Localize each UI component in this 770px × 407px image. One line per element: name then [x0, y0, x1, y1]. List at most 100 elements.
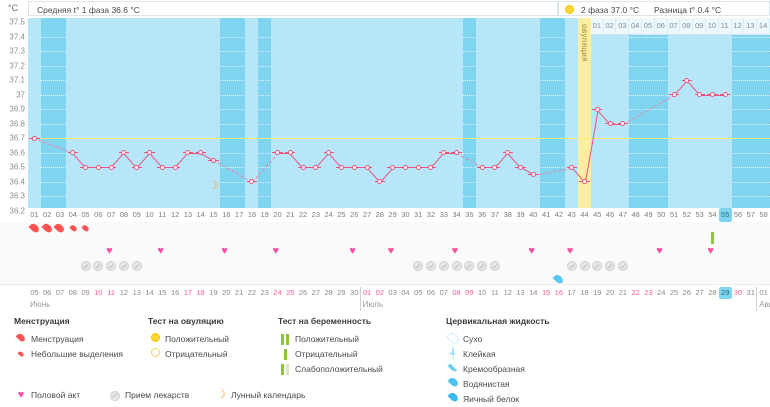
cycle-day-label[interactable]: 55 [718, 208, 732, 222]
cycle-day-label[interactable]: 08 [119, 210, 129, 219]
calendar-day[interactable]: 09 [465, 288, 474, 297]
calendar-day[interactable]: 14 [529, 288, 538, 297]
temperature-point[interactable] [479, 164, 485, 170]
day-column[interactable] [79, 18, 92, 208]
temperature-point[interactable] [108, 164, 114, 170]
calendar-day[interactable]: 30 [733, 288, 743, 297]
next-cycle-day[interactable]: 05 [642, 18, 655, 34]
day-column[interactable] [565, 18, 579, 208]
next-cycle-day[interactable]: 08 [680, 18, 694, 34]
day-column[interactable] [411, 18, 425, 208]
calendar-day[interactable]: 08 [68, 288, 77, 297]
medication-pill-icon[interactable] [106, 261, 117, 271]
cycle-day-label[interactable]: 41 [541, 210, 551, 219]
cycle-day-label[interactable]: 37 [490, 210, 500, 219]
calendar-day[interactable]: 14 [145, 288, 154, 297]
intercourse-heart-icon[interactable]: ♥ [221, 245, 228, 257]
temperature-point[interactable] [377, 179, 383, 185]
temperature-point[interactable] [185, 150, 191, 156]
day-column[interactable] [360, 18, 374, 208]
calendar-day[interactable]: 11 [107, 288, 116, 297]
cycle-day-label[interactable]: 42 [554, 210, 564, 219]
cycle-day-label[interactable]: 19 [260, 210, 269, 219]
cycle-day-label[interactable]: 30 [401, 210, 410, 219]
calendar-day[interactable]: 08 [452, 288, 461, 297]
cycle-day-label[interactable]: 02 [43, 210, 52, 219]
cycle-day-label[interactable]: 31 [414, 210, 423, 219]
medication-pill-icon[interactable] [489, 261, 500, 271]
day-column[interactable] [194, 18, 208, 208]
medication-pill-icon[interactable] [425, 261, 436, 271]
calendar-day[interactable]: 10 [477, 288, 487, 297]
temperature-point[interactable] [441, 150, 447, 156]
cycle-day-label[interactable]: 12 [170, 210, 180, 219]
cycle-day-label[interactable]: 39 [516, 210, 525, 219]
day-column[interactable] [41, 18, 54, 208]
cycle-day-label[interactable]: 52 [682, 210, 691, 219]
temperature-point[interactable] [671, 92, 677, 98]
next-cycle-day[interactable]: 07 [668, 18, 681, 34]
calendar-day[interactable]: 15 [541, 288, 551, 297]
calendar-day[interactable]: 04 [401, 288, 410, 297]
day-column[interactable] [271, 18, 284, 208]
calendar-day[interactable]: 03 [388, 288, 397, 297]
calendar-day[interactable]: 05 [30, 288, 39, 297]
menstruation-drop-icon[interactable] [81, 224, 90, 233]
intercourse-heart-icon[interactable]: ♥ [387, 245, 395, 257]
cycle-day-label[interactable]: 44 [580, 210, 589, 219]
cycle-day-label[interactable]: 51 [669, 210, 679, 219]
day-column[interactable] [706, 18, 719, 208]
day-column[interactable] [514, 18, 527, 208]
medication-pill-icon[interactable] [605, 261, 616, 271]
cycle-day-label[interactable]: 36 [477, 210, 487, 219]
calendar-day[interactable]: 24 [273, 288, 282, 297]
calendar-day[interactable]: 21 [234, 288, 244, 297]
day-column[interactable] [475, 18, 489, 208]
calendar-day[interactable]: 20 [222, 288, 231, 297]
calendar-days[interactable]: 05 06 07 08 09 10 11 12 13 14 15 16 17 18 19 20 21 22 23 24… [28, 287, 770, 313]
calendar-day[interactable]: 29 [337, 288, 346, 297]
day-column[interactable] [258, 18, 271, 208]
intercourse-heart-icon[interactable]: ♥ [272, 245, 279, 257]
cycle-day-label[interactable]: 27 [362, 210, 372, 219]
calendar-day[interactable]: 16 [170, 288, 180, 297]
temperature-point[interactable] [415, 164, 421, 170]
day-column[interactable] [757, 18, 770, 208]
cycle-day-label[interactable]: 01 [30, 210, 39, 219]
calendar-day[interactable]: 17 [183, 288, 193, 297]
temperature-point[interactable] [287, 150, 293, 156]
day-column[interactable] [488, 18, 502, 208]
day-column[interactable] [245, 18, 259, 208]
temperature-point[interactable] [313, 164, 319, 170]
calendar-day[interactable]: 27 [695, 288, 704, 297]
medication-pill-icon[interactable] [592, 261, 603, 271]
temperature-point[interactable] [121, 150, 127, 156]
day-column[interactable] [424, 18, 438, 208]
next-cycle-day[interactable]: 01 [591, 18, 604, 34]
temperature-point[interactable] [172, 164, 178, 170]
calendar-day[interactable]: 13 [132, 288, 141, 297]
intercourse-heart-icon[interactable]: ♥ [157, 245, 164, 257]
calendar-day[interactable]: 18 [196, 288, 205, 297]
intercourse-heart-icon[interactable]: ♥ [528, 245, 535, 257]
day-column[interactable] [540, 18, 553, 208]
temperature-point[interactable] [428, 164, 434, 170]
day-column[interactable] [296, 18, 310, 208]
calendar-day[interactable]: 12 [503, 288, 512, 297]
day-column[interactable] [718, 18, 732, 208]
day-column[interactable] [91, 18, 105, 208]
temperature-point[interactable] [518, 164, 524, 170]
medication-pill-icon[interactable] [118, 261, 129, 271]
day-column[interactable] [373, 18, 387, 208]
ovulation-column[interactable]: овуляция [578, 18, 591, 208]
cycle-day-label[interactable]: 10 [145, 210, 154, 219]
intercourse-heart-icon[interactable]: ♥ [349, 245, 356, 257]
medication-pill-icon[interactable] [477, 261, 488, 271]
temperature-point[interactable] [390, 164, 396, 170]
calendar-day[interactable]: 20 [605, 288, 615, 297]
symbol-rows[interactable]: ♥ ♥ ♥ ♥ ♥ ♥ ♥ ♥ ♥ ♥ ♥ [0, 221, 770, 286]
calendar-day[interactable]: 09 [81, 288, 90, 297]
calendar-day[interactable]: 18 [580, 288, 589, 297]
temperature-point[interactable] [594, 106, 600, 112]
cycle-day-label[interactable]: 29 [388, 210, 397, 219]
